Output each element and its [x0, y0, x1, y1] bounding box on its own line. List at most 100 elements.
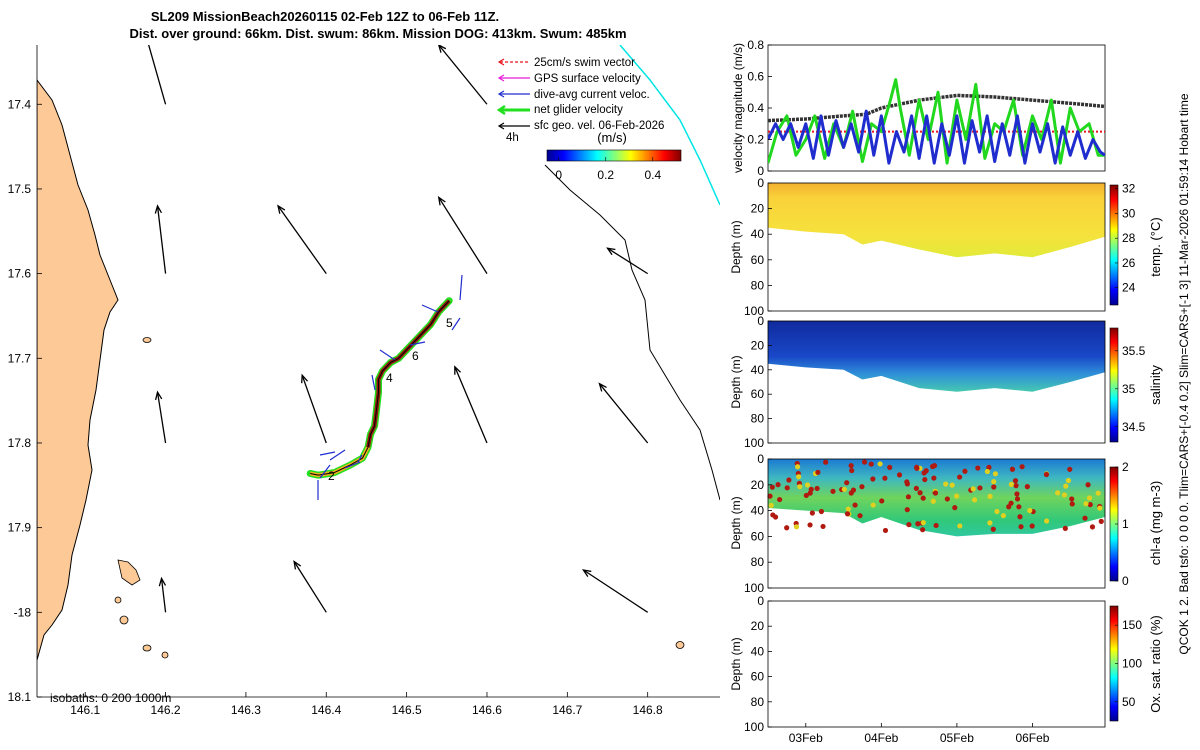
chl-spot [970, 486, 976, 492]
figure-title-line2: Dist. over ground: 66km. Dist. swum: 86k… [129, 26, 626, 41]
chl-spot [797, 484, 803, 490]
speed-y-tick-label: 0.2 [747, 133, 764, 147]
chl-spot [868, 461, 874, 467]
chl-ylabel: Depth (m) [729, 496, 743, 549]
ox-colorbar-label: Ox. sat. ratio (%) [1148, 615, 1163, 713]
chl-spot [922, 476, 928, 483]
surface-vector [156, 205, 167, 274]
isobath-200m [544, 164, 720, 501]
chl-spot [904, 507, 910, 513]
depth-tick-label: 60 [751, 387, 765, 401]
temp-colorbar-ticks: 24 26 28 30 32 [1115, 182, 1136, 295]
chl-spot [768, 502, 774, 508]
chlorophyll-high-spots [767, 459, 1104, 534]
legend-gps-arrowhead [497, 74, 505, 82]
chl-spot [830, 488, 836, 494]
chl-spot [786, 477, 792, 483]
salinity-panel: 0 20 40 60 80 100 Depth (m) 34.5 35 35.5 salini… [729, 314, 1163, 450]
surface-vector [156, 392, 167, 444]
chl-spot [933, 522, 939, 529]
speed-axes: 0 0.2 0.4 0.6 0.8 [747, 38, 772, 178]
chl-spot [1043, 471, 1050, 478]
chl-spot [1017, 514, 1023, 520]
speed-series-line [768, 78, 1105, 165]
chl-spot [1009, 466, 1016, 472]
map-x-tick-label: 146.5 [392, 703, 422, 717]
chl-spot [915, 521, 921, 527]
map-y-tick-label: 17.7 [8, 351, 32, 365]
map-colorbar [546, 149, 682, 162]
surface-vector [607, 247, 649, 275]
chl-spot [815, 469, 821, 475]
colorbar-tick-label: 0 [1122, 574, 1129, 588]
chl-spot [870, 476, 876, 482]
colorbar-tick-label: 50 [1122, 695, 1136, 709]
island-small-2 [142, 644, 152, 652]
chl-spot [809, 510, 815, 516]
chl-spot [1029, 523, 1035, 529]
island-south [117, 559, 141, 586]
legend-swim-label: 25cm/s swim vector [534, 57, 635, 69]
figure-title-line1: SL209 MissionBeach20260115 02-Feb 12Z to… [151, 9, 499, 24]
chl-spot [861, 459, 868, 465]
chl-spot [1014, 491, 1020, 497]
surface-vector [301, 375, 327, 444]
chl-spot [769, 484, 775, 490]
surface-vector [438, 197, 488, 274]
chl-spot [1012, 478, 1019, 484]
chl-spot [1018, 524, 1024, 530]
surface-vector-arrowhead [154, 390, 163, 401]
time-tick-label: 06Feb [1015, 731, 1049, 745]
surface-vector-arrowhead [606, 247, 616, 256]
surface-vector [598, 383, 649, 444]
chl-spot [975, 465, 981, 471]
depth-tick-label: 100 [744, 436, 764, 450]
salinity-axes: 0 20 40 60 80 100 [744, 314, 772, 450]
chl-spot [920, 495, 926, 501]
map-colorbar-tick-label: 0 [555, 168, 562, 182]
speed-ylabel: velocity magnitude (m/s) [731, 43, 745, 173]
chl-spot [767, 493, 773, 499]
isobath-1000m [619, 45, 720, 206]
island-small-6 [675, 641, 685, 649]
legend-sfc-arrowhead [497, 122, 505, 130]
chl-spot [944, 496, 950, 502]
depth-tick-label: 20 [751, 338, 765, 352]
map-x-tick-label: 146.2 [151, 703, 181, 717]
depth-tick-label: 80 [751, 555, 765, 569]
chl-spot [987, 520, 993, 526]
island-small-1 [119, 615, 129, 625]
depth-tick-label: 80 [751, 695, 765, 709]
chl-spot [1095, 490, 1101, 496]
colorbar-tick-label: 35.5 [1122, 344, 1146, 358]
chlorophyll-colorbar-ticks: 0 1 2 [1115, 460, 1129, 588]
legend-4h-label: 4h [506, 132, 519, 144]
chl-spot [1008, 500, 1014, 506]
colorbar-tick-label: 35 [1122, 382, 1136, 396]
chl-spot [905, 494, 912, 500]
chl-spot [1069, 501, 1075, 507]
chl-spot [1013, 483, 1019, 489]
chl-spot [931, 475, 937, 481]
depth-tick-label: 100 [744, 581, 764, 595]
colorbar-tick-label: 26 [1122, 256, 1136, 270]
depth-tick-label: 40 [751, 363, 765, 377]
chl-spot [957, 474, 963, 480]
chl-spot [859, 484, 865, 490]
speed-y-tick-label: 0 [757, 164, 764, 178]
chl-spot [1086, 495, 1093, 501]
surface-vector-arrowhead [598, 382, 607, 392]
sal-colorbar [1109, 327, 1119, 443]
chl-spot [1089, 524, 1096, 530]
sal-ylabel: Depth (m) [729, 355, 743, 408]
track-centerline [310, 300, 450, 476]
colorbar-tick-label: 30 [1122, 206, 1136, 220]
map-x-tick-label: 146.3 [231, 703, 261, 717]
chl-spot [1024, 484, 1030, 490]
track-hour-label: 6 [412, 349, 419, 363]
ox-plot-area [767, 600, 1106, 728]
surface-vector [583, 569, 649, 613]
map-axes: 146.1 146.2 146.3 146.4 146.5 146.6 146.7 146.8… [8, 45, 720, 717]
island-small-4 [114, 596, 122, 604]
speed-series [768, 78, 1105, 165]
